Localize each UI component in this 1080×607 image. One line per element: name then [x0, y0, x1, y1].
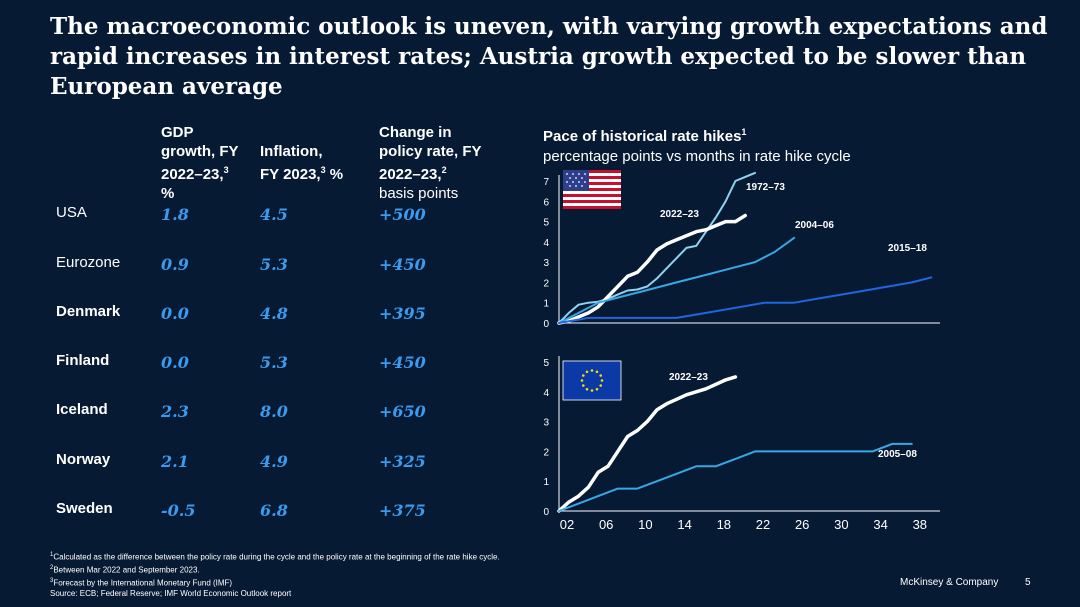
value-gdp: -0.5: [161, 501, 196, 520]
country-label: Eurozone: [56, 254, 121, 271]
brand-label: McKinsey & Company: [900, 577, 999, 588]
country-label: Norway: [56, 451, 111, 468]
series-line-1972-73: [558, 171, 756, 324]
country-label: Iceland: [56, 401, 108, 418]
page-number: 5: [1025, 577, 1031, 588]
value-gdp: 0.0: [161, 304, 189, 323]
y-tick-label: 6: [543, 197, 549, 208]
country-label: Finland: [56, 352, 110, 369]
footnote-2: 2Between Mar 2022 and September 2023.: [50, 565, 200, 575]
y-tick-label: 0: [543, 319, 549, 330]
value-inflation: 5.3: [260, 353, 288, 372]
value-gdp: 1.8: [161, 205, 189, 224]
value-gdp: 0.0: [161, 353, 189, 372]
x-tick-label: 14: [677, 517, 691, 532]
value-rate: +325: [379, 452, 426, 471]
y-tick-label: 4: [543, 238, 549, 249]
series-label: 2004–06: [795, 220, 834, 231]
value-rate: +650: [379, 402, 426, 421]
value-rate: +500: [379, 205, 426, 224]
footnote-3: 3Forecast by the International Monetary …: [50, 578, 233, 588]
footnotes: 1Calculated as the difference between th…: [50, 550, 500, 600]
chart-title: Pace of historical rate hikes1 percentag…: [543, 127, 851, 165]
series-label: 2022–23: [660, 209, 699, 220]
footnote-1: 1Calculated as the difference between th…: [50, 552, 500, 562]
series-label: 1972–73: [746, 182, 785, 193]
value-inflation: 4.9: [260, 452, 288, 471]
eu-flag-icon: [562, 360, 622, 401]
col-header-inflation: Inflation, FY 2023,3 %: [260, 143, 344, 183]
value-inflation: 4.8: [260, 304, 288, 323]
y-tick-label: 0: [543, 507, 549, 518]
y-tick-label: 4: [543, 388, 549, 399]
value-rate: +375: [379, 501, 426, 520]
series-line-2004-06: [558, 236, 796, 324]
y-tick-label: 3: [543, 258, 549, 269]
x-tick-label: 34: [873, 517, 887, 532]
country-label: Sweden: [56, 500, 113, 517]
y-tick-label: 2: [543, 278, 549, 289]
y-tick-label: 1: [543, 477, 549, 488]
value-rate: +450: [379, 255, 426, 274]
series-label: 2022–23: [669, 372, 708, 383]
col-header-gdp: GDP growth, FY 2022–23,3 %: [161, 124, 239, 202]
value-inflation: 6.8: [260, 501, 288, 520]
x-tick-label: 38: [913, 517, 927, 532]
value-inflation: 8.0: [260, 402, 288, 421]
country-label: USA: [56, 204, 87, 221]
value-rate: +450: [379, 353, 426, 372]
series-line-2005-08: [558, 442, 913, 512]
x-tick-label: 18: [717, 517, 731, 532]
y-tick-label: 5: [543, 358, 549, 369]
x-tick-label: 22: [756, 517, 770, 532]
value-inflation: 4.5: [260, 205, 288, 224]
series-line-2022-23: [557, 213, 747, 325]
series-line-2015-18: [558, 276, 933, 324]
value-gdp: 2.1: [161, 452, 189, 471]
x-tick-label: 30: [834, 517, 848, 532]
x-tick-label: 26: [795, 517, 809, 532]
x-tick-label: 06: [599, 517, 613, 532]
y-tick-label: 5: [543, 218, 549, 229]
series-label: 2005–08: [878, 449, 917, 460]
y-tick-label: 3: [543, 418, 549, 429]
y-tick-label: 7: [543, 177, 549, 188]
series-label: 2015–18: [888, 243, 927, 254]
value-inflation: 5.3: [260, 255, 288, 274]
value-gdp: 2.3: [161, 402, 189, 421]
col-header-rate: Change in policy rate, FY 2022–23,2 basi…: [379, 124, 482, 202]
y-tick-label: 1: [543, 299, 549, 310]
value-rate: +395: [379, 304, 426, 323]
y-tick-label: 2: [543, 447, 549, 458]
page-title: The macroeconomic outlook is uneven, wit…: [50, 13, 1048, 100]
source-note: Source: ECB; Federal Reserve; IMF World …: [50, 589, 292, 599]
series-line-2022-23: [557, 375, 738, 513]
x-tick-label: 02: [560, 517, 574, 532]
us-flag-icon: [563, 170, 621, 209]
x-tick-label: 10: [638, 517, 652, 532]
value-gdp: 0.9: [161, 255, 189, 274]
country-label: Denmark: [56, 303, 121, 320]
